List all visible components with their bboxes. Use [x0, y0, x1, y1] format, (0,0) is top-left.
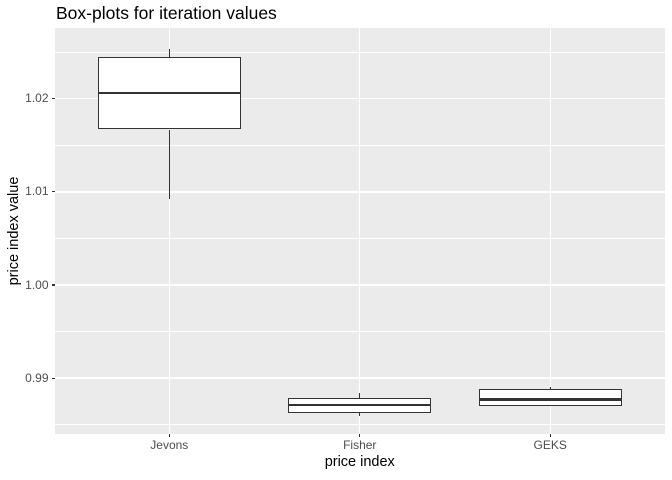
boxplot-group-fisher: [55, 28, 665, 434]
y-tick-mark: [52, 284, 55, 286]
x-tick-mark: [359, 434, 361, 437]
y-tick-label: 1.02: [25, 91, 49, 106]
box-median: [478, 398, 622, 401]
box-median: [97, 91, 241, 95]
boxplot-group-geks: [55, 28, 665, 434]
box-whisker-upper: [168, 49, 170, 57]
x-tick-label: GEKS: [533, 437, 567, 452]
y-tick-label: 0.99: [25, 370, 49, 385]
box-rect: [478, 389, 622, 407]
y-tick-mark: [52, 377, 55, 379]
y-tick-mark: [52, 98, 55, 100]
x-axis-title: price index: [324, 453, 395, 470]
y-tick-mark: [52, 191, 55, 193]
chart-title: Box-plots for iteration values: [56, 3, 277, 23]
v-gridline: [359, 28, 361, 434]
plot-panel: [55, 28, 665, 434]
box-whisker-lower: [359, 412, 361, 417]
y-axis-title: price index value: [6, 176, 22, 286]
x-tick-label: Fisher: [343, 437, 377, 452]
y-tick-label: 1.01: [25, 184, 49, 199]
box-median: [288, 403, 432, 407]
box-whisker-upper: [359, 393, 361, 398]
v-gridline: [549, 28, 551, 434]
boxplot-group-jevons: [55, 28, 665, 434]
x-tick-mark: [168, 434, 170, 437]
box-whisker-lower: [168, 129, 170, 200]
x-tick-label: Jevons: [150, 437, 189, 452]
v-gridline: [168, 28, 170, 434]
box-whisker-upper: [549, 387, 551, 390]
y-tick-label: 1.00: [25, 277, 49, 292]
x-tick-mark: [549, 434, 551, 437]
